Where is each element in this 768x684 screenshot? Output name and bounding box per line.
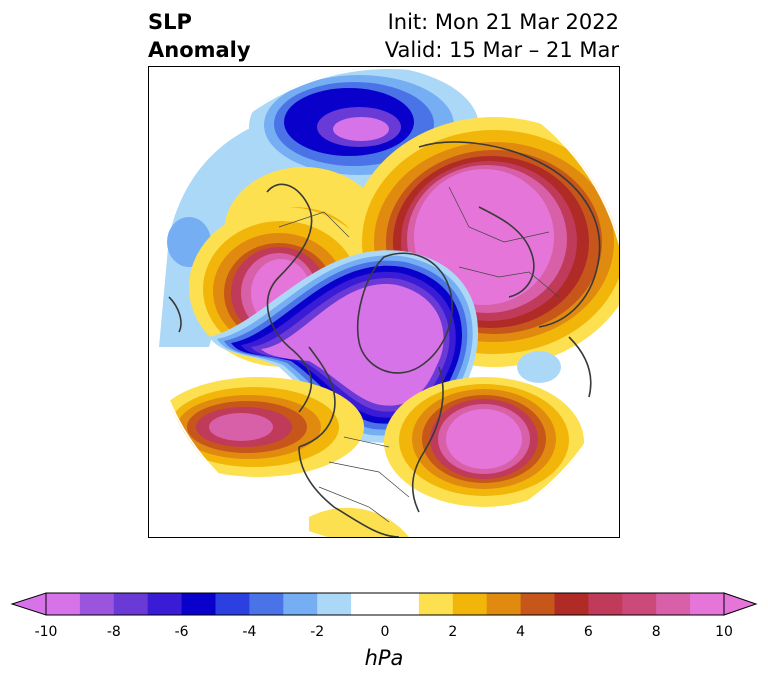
colorbar-segment	[46, 593, 81, 615]
colorbar-segment	[113, 593, 149, 615]
valid-range-label: Valid: 15 Mar – 21 Mar	[384, 38, 619, 62]
colorbar-segment	[317, 593, 352, 615]
colorbar-segment	[622, 593, 657, 615]
colorbar-segment	[249, 593, 284, 615]
colorbar-segment	[147, 593, 183, 615]
colorbar	[10, 590, 758, 624]
colorbar-tick-label: 4	[516, 624, 526, 640]
colorbar-tick-label: 8	[651, 624, 661, 640]
colorbar-tick-label: -10	[34, 624, 58, 640]
colorbar-segment	[554, 593, 589, 615]
colorbar-segment	[588, 593, 623, 615]
colorbar-segment	[181, 593, 216, 615]
colorbar-segment	[520, 593, 555, 615]
init-date-label: Init: Mon 21 Mar 2022	[387, 10, 619, 34]
colorbar-tick-label: -2	[310, 624, 325, 640]
colorbar-extend-min	[10, 592, 47, 616]
colorbar-extend-max	[723, 592, 758, 616]
colorbar-tick-label: -8	[106, 624, 121, 640]
colorbar-segment	[79, 593, 115, 615]
negative-anomaly-small	[517, 351, 561, 383]
title-variable: SLP	[148, 10, 192, 34]
colorbar-outline	[45, 592, 725, 616]
colorbar-tick-label: -6	[174, 624, 189, 640]
colorbar-unit-label: hPa	[364, 646, 404, 670]
negative-anomaly-central	[209, 250, 479, 443]
map-subtitle: Init: Mon 21 Mar 2022 Valid: 15 Mar – 21…	[385, 8, 619, 64]
colorbar-tick-label: 2	[448, 624, 458, 640]
coastlines	[168, 141, 601, 537]
map-panel	[148, 66, 620, 538]
colorbar-segment	[283, 593, 318, 615]
colorbar-tick-label: 6	[583, 624, 593, 640]
colorbar-segment	[418, 593, 454, 615]
colorbar-segment	[385, 593, 420, 615]
colorbar-segment	[215, 593, 250, 615]
colorbar-segment	[351, 593, 386, 615]
colorbar-segment	[690, 593, 725, 615]
colorbar-tick-label: -4	[242, 624, 257, 640]
colorbar-tick-label: 0	[380, 624, 390, 640]
positive-anomaly-lower-right	[384, 377, 584, 507]
colorbar-segment	[486, 593, 522, 615]
borders	[278, 186, 560, 523]
colorbar-segment	[656, 593, 691, 615]
colorbar-segment	[452, 593, 488, 615]
positive-anomaly-bottom	[309, 507, 409, 537]
map-title: SLP Anomaly	[148, 8, 251, 64]
colorbar-tick-label: 10	[715, 624, 733, 640]
title-anomaly: Anomaly	[148, 38, 251, 62]
positive-anomaly-lower-left	[154, 377, 364, 477]
anomaly-map	[149, 67, 619, 537]
colorbar-graphic	[10, 592, 758, 616]
